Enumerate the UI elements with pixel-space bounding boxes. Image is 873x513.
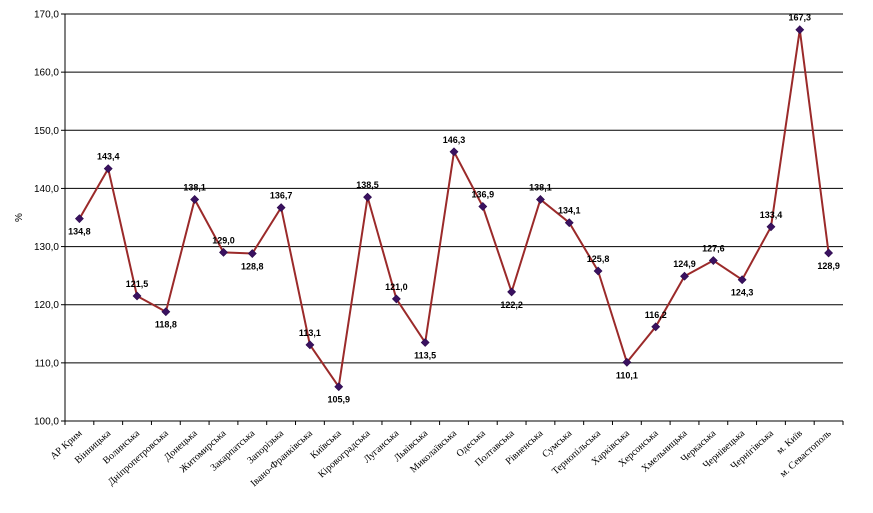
data-point-marker xyxy=(507,287,517,297)
data-point-marker xyxy=(766,222,776,232)
data-label: 128,8 xyxy=(241,262,264,272)
y-tick-label: 130,0 xyxy=(34,242,59,253)
x-axis-tick-labels: АР КримВінницькаВолинськаДніпропетровськ… xyxy=(48,428,834,490)
data-label: 121,0 xyxy=(385,282,408,292)
data-label: 134,8 xyxy=(68,227,91,237)
data-point-marker xyxy=(161,307,171,317)
y-tick-label: 120,0 xyxy=(34,300,59,311)
data-label: 122,2 xyxy=(500,300,523,310)
data-label: 116,2 xyxy=(645,310,667,320)
y-tick-label: 170,0 xyxy=(34,10,59,21)
data-point-marker xyxy=(737,275,747,285)
data-point-marker xyxy=(564,218,574,228)
y-axis-title: % xyxy=(14,213,25,222)
y-axis-tick-labels: 100,0 110,0 120,0 130,0 140,0 150,0 160,0 170,0 xyxy=(34,10,59,428)
data-label: 134,1 xyxy=(558,206,581,216)
y-tick-label: 140,0 xyxy=(34,184,59,195)
data-label: 124,3 xyxy=(731,288,754,298)
data-point-marker xyxy=(478,202,488,211)
data-point-marker xyxy=(651,322,661,332)
y-tick-label: 160,0 xyxy=(34,68,59,79)
grid-lines xyxy=(61,13,844,425)
data-label: 113,1 xyxy=(299,328,321,338)
data-label: 129,0 xyxy=(212,235,235,245)
data-point-marker xyxy=(74,214,84,224)
data-point-marker xyxy=(593,266,603,276)
y-tick-label: 100,0 xyxy=(34,417,59,428)
data-label: 110,1 xyxy=(616,370,638,380)
data-point-marker xyxy=(305,340,315,350)
data-label: 138,1 xyxy=(529,182,552,192)
data-label: 105,9 xyxy=(327,395,350,405)
data-label: 136,7 xyxy=(270,191,293,201)
data-point-marker xyxy=(536,195,545,204)
data-point-marker xyxy=(824,248,834,258)
data-point-marker xyxy=(190,195,200,204)
data-point-marker xyxy=(680,271,689,281)
data-labels: 134,8 143,4 121,5 118,8 138,1 129,0 128,8 136,7… xyxy=(68,13,840,405)
data-point-marker xyxy=(334,382,344,392)
data-point-marker xyxy=(622,357,632,367)
data-label: 125,8 xyxy=(587,254,610,264)
data-label: 146,3 xyxy=(443,135,466,145)
data-point-marker xyxy=(420,338,430,347)
data-label: 133,4 xyxy=(760,210,783,220)
data-label: 113,5 xyxy=(414,351,436,361)
data-point-marker xyxy=(449,147,459,157)
data-label: 138,1 xyxy=(183,182,206,192)
y-tick-label: 150,0 xyxy=(34,126,59,137)
data-point-marker xyxy=(708,256,718,265)
data-point-marker xyxy=(391,294,401,304)
data-label: 136,9 xyxy=(472,189,495,199)
data-label: 127,6 xyxy=(702,244,725,254)
data-point-marker xyxy=(219,247,228,257)
data-markers xyxy=(74,25,834,392)
data-label: 121,5 xyxy=(126,279,149,289)
data-label: 128,9 xyxy=(817,261,840,271)
series xyxy=(78,29,830,390)
data-point-marker xyxy=(363,192,372,202)
data-point-marker xyxy=(795,25,805,35)
data-point-marker xyxy=(103,164,113,174)
y-tick-label: 110,0 xyxy=(35,358,60,369)
x-tick-label: м. Севастополь xyxy=(778,428,834,480)
data-point-marker xyxy=(276,203,286,213)
data-label: 138,5 xyxy=(356,180,379,190)
data-label: 167,3 xyxy=(789,13,812,23)
data-label: 143,4 xyxy=(97,152,120,162)
data-label: 124,9 xyxy=(673,259,696,269)
data-point-marker xyxy=(132,291,142,301)
data-label: 118,8 xyxy=(155,320,177,330)
data-point-marker xyxy=(247,249,257,258)
series-line xyxy=(78,29,830,390)
